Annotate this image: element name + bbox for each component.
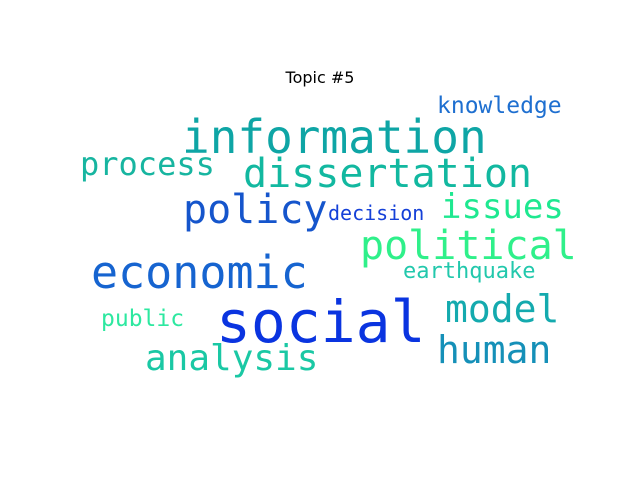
word-information: information (182, 110, 487, 164)
word-political: political (360, 223, 577, 269)
word-policy: policy (183, 187, 328, 233)
word-decision: decision (328, 201, 425, 225)
word-public: public (101, 306, 185, 332)
word-economic: economic (91, 246, 308, 299)
word-process: process (80, 145, 215, 183)
word-issues: issues (441, 187, 564, 227)
word-social: social (216, 288, 426, 356)
word-knowledge: knowledge (437, 93, 562, 119)
word-model: model (445, 287, 560, 331)
word-human: human (437, 328, 552, 372)
word-dissertation: dissertation (243, 151, 532, 197)
word-analysis: analysis (145, 338, 319, 379)
word-earthquake: earthquake (403, 259, 536, 284)
chart-title: Topic #5 (285, 68, 355, 87)
